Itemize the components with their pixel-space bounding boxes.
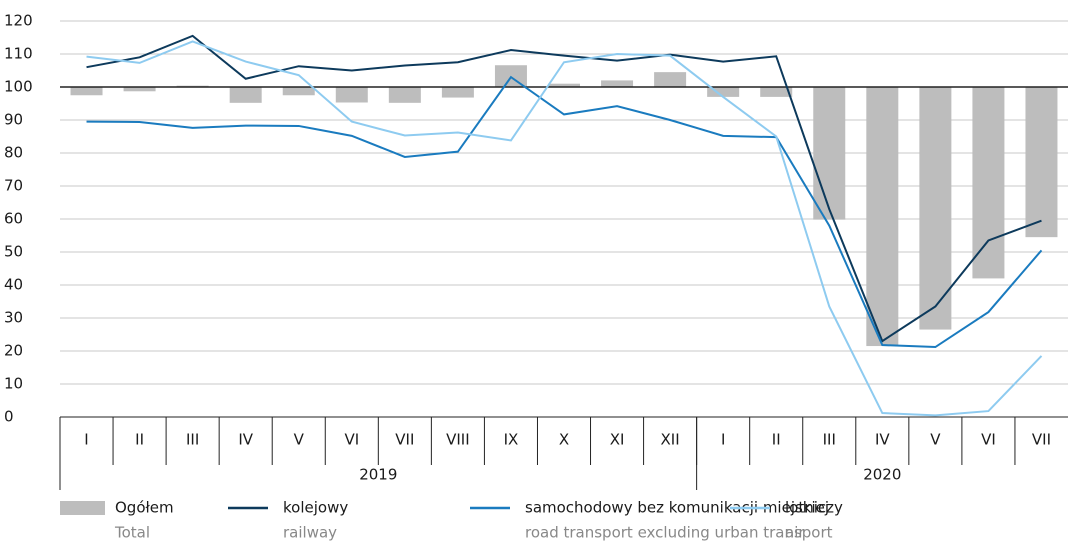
legend-label: kolejowy	[283, 499, 348, 517]
y-tick-label: 30	[4, 309, 23, 327]
bar	[441, 87, 474, 98]
legend-sublabel: air	[785, 524, 805, 542]
y-tick-label: 20	[4, 342, 23, 360]
x-tick-label: V	[930, 431, 941, 449]
bar	[70, 87, 103, 96]
y-tick-label: 0	[4, 408, 14, 426]
x-tick-label: III	[186, 431, 199, 449]
y-tick-label: 110	[4, 45, 33, 63]
x-tick-label: II	[135, 431, 144, 449]
bar	[707, 87, 740, 97]
x-tick-label: XII	[661, 431, 680, 449]
bar	[335, 87, 368, 103]
y-tick-label: 40	[4, 276, 23, 294]
legend-sublabel: road transport excluding urban transport	[525, 524, 833, 542]
x-tick-label: VIII	[446, 431, 470, 449]
x-tick-label: IV	[875, 431, 890, 449]
group-label: 2019	[359, 466, 397, 484]
y-tick-label: 90	[4, 111, 23, 129]
bar	[601, 80, 634, 87]
legend-sublabel: Total	[114, 524, 150, 542]
y-tick-label: 10	[4, 375, 23, 393]
bar	[813, 87, 846, 220]
bar	[919, 87, 952, 330]
x-tick-label: IV	[238, 431, 253, 449]
y-tick-label: 60	[4, 210, 23, 228]
legend-sublabel: railway	[283, 524, 337, 542]
line	[86, 75, 1043, 349]
bar	[229, 87, 262, 103]
x-tick-label: XI	[610, 431, 625, 449]
y-tick-label: 50	[4, 243, 23, 261]
x-tick-label: VI	[344, 431, 359, 449]
x-tick-label: I	[84, 431, 88, 449]
line	[86, 34, 1042, 343]
legend-swatch	[60, 501, 105, 515]
bar	[1025, 87, 1058, 238]
x-tick-label: II	[772, 431, 781, 449]
x-tick-label: IX	[504, 431, 519, 449]
bar	[654, 72, 687, 87]
x-tick-label: VII	[395, 431, 414, 449]
bar	[548, 83, 580, 87]
x-tick-label: X	[559, 431, 569, 449]
legend-label: samochodowy bez komunikacji miejskiej	[525, 499, 829, 517]
y-tick-label: 100	[4, 78, 33, 96]
x-tick-label: VII	[1032, 431, 1051, 449]
bar	[972, 87, 1005, 279]
x-tick-label: III	[823, 431, 836, 449]
group-label: 2020	[863, 466, 901, 484]
x-tick-label: VI	[981, 431, 996, 449]
x-tick-label: V	[294, 431, 305, 449]
line	[86, 40, 1043, 417]
bar	[388, 87, 421, 103]
legend-label: Ogółem	[115, 499, 174, 517]
y-tick-label: 120	[4, 12, 33, 30]
legend-label: lotniczy	[785, 499, 843, 517]
y-tick-label: 80	[4, 144, 23, 162]
y-tick-label: 70	[4, 177, 23, 195]
bar	[866, 87, 899, 347]
x-tick-label: I	[721, 431, 725, 449]
bar	[123, 87, 156, 92]
bar	[760, 87, 793, 97]
bar	[282, 87, 315, 96]
